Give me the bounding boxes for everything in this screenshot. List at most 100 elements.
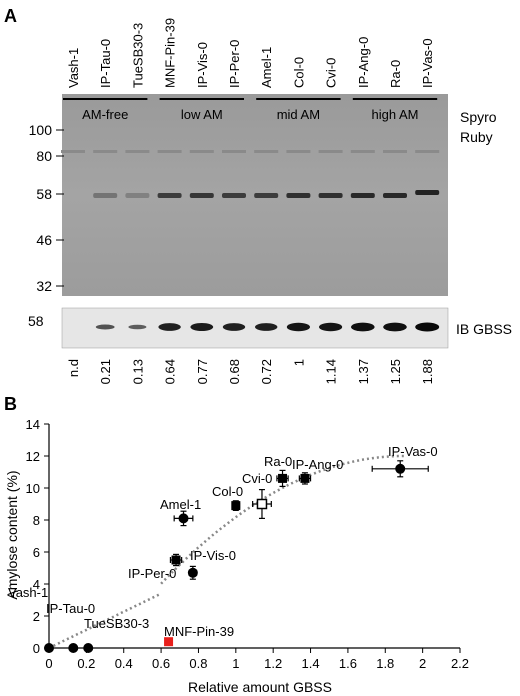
gbss-band [157, 193, 182, 198]
ib-band [415, 322, 440, 332]
quant-value: 0.68 [227, 359, 242, 384]
data-point [164, 637, 174, 647]
data-point [44, 643, 54, 653]
ib-band [222, 323, 246, 331]
mw-marker-label: 32 [36, 278, 52, 294]
x-tick-label: 0.6 [152, 656, 170, 671]
gel-faint-band [157, 150, 182, 153]
y-tick-label: 2 [33, 609, 40, 624]
quant-value: 1.37 [356, 359, 371, 384]
x-axis-title: Relative amount GBSS [188, 679, 332, 695]
x-tick-label: 0 [45, 656, 52, 671]
quant-value: 0.77 [195, 359, 210, 384]
data-point [395, 463, 406, 474]
panel-a-label: A [4, 6, 17, 26]
ib-band [158, 323, 181, 331]
ib-band [286, 322, 310, 332]
gel-faint-band [125, 150, 150, 153]
point-label: IP-Tau-0 [46, 601, 95, 616]
gbss-band [254, 193, 279, 198]
quant-value: 0.13 [130, 359, 145, 384]
quant-value: 0.64 [163, 359, 178, 384]
quant-value: 1 [291, 359, 306, 366]
mw-markers: 100 80 58 46 32 [29, 122, 64, 294]
y-tick-label: 10 [26, 481, 40, 496]
lane-label: Vash-1 [66, 48, 81, 88]
lane-label: IP-Ang-0 [356, 37, 371, 88]
x-tick-label: 1.2 [264, 656, 282, 671]
lane-label: TueSB30-3 [130, 23, 145, 88]
x-tick-label: 2.2 [451, 656, 469, 671]
point-label: TueSB30-3 [84, 616, 149, 631]
lane-label: IP-Per-0 [227, 40, 242, 88]
data-point [171, 555, 181, 565]
y-tick-label: 8 [33, 513, 40, 528]
gbss-band [350, 193, 375, 198]
lane-label: Amel-1 [259, 47, 274, 88]
data-point [187, 567, 198, 578]
data-point [300, 473, 310, 483]
lane-label: Ra-0 [388, 60, 403, 88]
x-tick-label: 0.8 [189, 656, 207, 671]
point-label: MNF-Pin-39 [164, 624, 234, 639]
lane-label: Col-0 [291, 57, 306, 88]
data-point [278, 473, 288, 483]
gel-faint-band [415, 150, 440, 153]
gel-faint-band [318, 150, 343, 153]
data-point [256, 498, 268, 510]
ib-band [383, 322, 407, 332]
group-label: high AM [372, 107, 419, 122]
ib-label: IB GBSS [456, 321, 512, 337]
gel-faint-band [350, 150, 375, 153]
x-tick-label: 1.8 [376, 656, 394, 671]
gbss-band [383, 193, 407, 198]
y-tick-label: 14 [26, 417, 40, 432]
quant-value: n.d [66, 359, 81, 377]
gbss-band [318, 193, 343, 198]
gel-faint-band [222, 150, 246, 153]
point-label: IP-Vis-0 [190, 548, 236, 563]
ib-marker: 58 [28, 313, 44, 329]
data-point [178, 513, 189, 524]
scatter-chart: 0 0.2 0.4 0.6 0.8 1 1.2 1.4 1.6 1.8 2 2.2 0 2 4 6 8 10 12 1… [8, 417, 469, 671]
gbss-band [222, 193, 246, 198]
lane-label: IP-Vas-0 [420, 38, 435, 88]
gel-faint-band [189, 150, 214, 153]
lane-label: Cvi-0 [324, 58, 339, 88]
mw-marker-label: 80 [36, 148, 52, 164]
gel-faint-band [93, 150, 118, 153]
stain-label-line2: Ruby [460, 129, 493, 145]
y-tick-label: 12 [26, 449, 40, 464]
stain-label-line1: Spyro [460, 109, 497, 125]
data-point [68, 643, 79, 653]
point-label: IP-Ang-0 [292, 457, 343, 472]
quant-value: 0.21 [98, 359, 113, 384]
lane-label: IP-Tau-0 [98, 39, 113, 88]
ib-band [319, 322, 343, 332]
x-tick-label: 2 [419, 656, 426, 671]
quant-value: 1.25 [388, 359, 403, 384]
lane-labels: Vash-1 IP-Tau-0 TueSB30-3 MNF-Pin-39 IP-Vis-… [66, 18, 435, 88]
gbss-band [125, 193, 150, 198]
gel-faint-band [254, 150, 279, 153]
y-tick-label: 6 [33, 545, 40, 560]
ib-band [95, 324, 115, 330]
data-point [83, 643, 94, 653]
ib-bands [95, 322, 440, 332]
x-tick-label: 1.6 [339, 656, 357, 671]
trend-line [48, 454, 404, 650]
ib-band [255, 323, 278, 331]
lane-label: MNF-Pin-39 [163, 18, 178, 88]
point-label: Amel-1 [160, 497, 201, 512]
mw-marker-label: 58 [36, 186, 52, 202]
group-label: low AM [181, 107, 223, 122]
y-axis-title: Amylose content (%) [4, 470, 20, 599]
gbss-band [415, 190, 440, 195]
group-label: mid AM [277, 107, 320, 122]
mw-marker-label: 46 [36, 232, 52, 248]
x-tick-label: 0.4 [115, 656, 133, 671]
chart-axes: 0 0.2 0.4 0.6 0.8 1 1.2 1.4 1.6 1.8 2 2.2 0 2 4 6 8 10 12 1… [26, 417, 470, 671]
lane-label: IP-Vis-0 [195, 42, 210, 88]
